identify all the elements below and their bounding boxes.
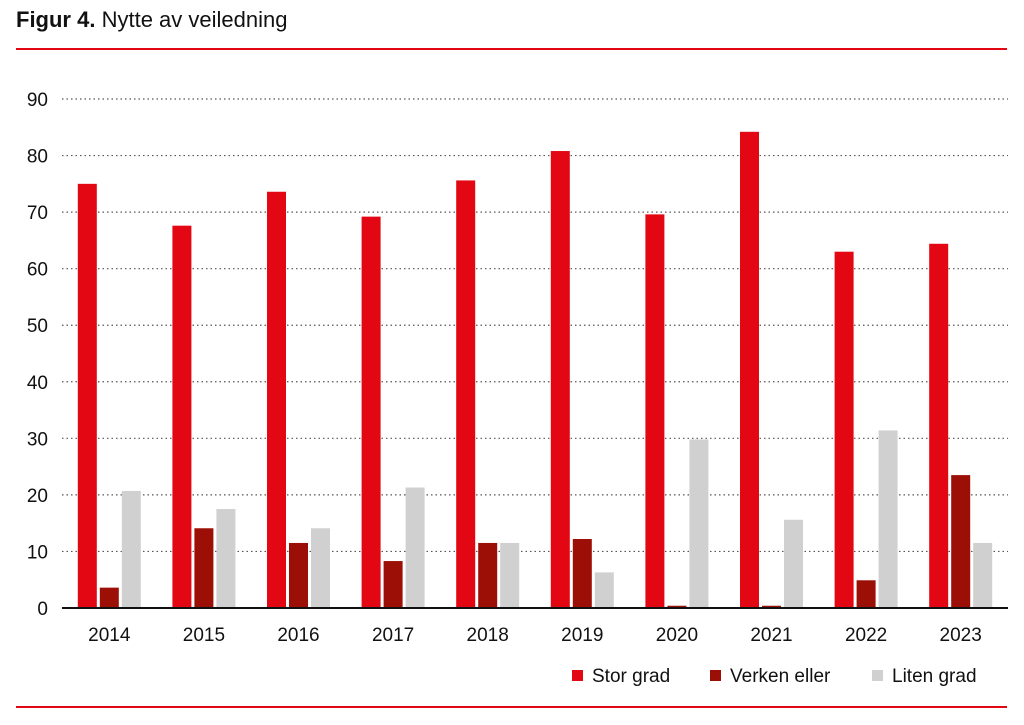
bar-stor-grad [456, 180, 476, 608]
y-tick-label: 0 [37, 599, 48, 620]
bar-verken-eller [99, 587, 119, 608]
x-tick-label: 2014 [88, 625, 131, 646]
bar-verken-eller [667, 605, 687, 608]
bar-stor-grad [267, 191, 286, 609]
bar-verken-eller [762, 605, 781, 608]
y-tick-label: 90 [27, 90, 48, 111]
y-tick-label: 60 [27, 260, 48, 281]
bar-liten-grad [973, 542, 993, 608]
x-tick-label: 2023 [940, 625, 982, 646]
legend-swatch [572, 670, 583, 681]
bar-liten-grad [311, 528, 330, 608]
bar-verken-eller [951, 475, 971, 608]
bar-verken-eller [572, 539, 592, 608]
x-tick-label: 2015 [183, 625, 225, 646]
x-tick-label: 2022 [845, 625, 887, 646]
y-tick-label: 70 [27, 203, 48, 224]
bar-liten-grad [594, 572, 614, 608]
bar-liten-grad [121, 490, 141, 608]
x-tick-label: 2017 [372, 625, 414, 646]
bar-liten-grad [878, 430, 898, 608]
bar-stor-grad [361, 216, 381, 608]
y-tick-label: 50 [27, 316, 48, 337]
bar-verken-eller [856, 580, 876, 608]
figure-title: Nytte av veiledning [101, 7, 288, 32]
y-tick-label: 20 [27, 486, 48, 507]
bar-verken-eller [194, 528, 214, 608]
x-tick-label: 2016 [277, 625, 319, 646]
y-tick-label: 10 [27, 542, 48, 563]
legend-label: Liten grad [892, 666, 977, 687]
bar-stor-grad [77, 183, 97, 609]
y-tick-label: 40 [27, 373, 48, 394]
bar-liten-grad [216, 509, 236, 608]
bar-stor-grad [550, 151, 570, 608]
bar-liten-grad [500, 542, 520, 608]
bar-liten-grad [405, 487, 425, 608]
bar-stor-grad [929, 243, 949, 608]
legend-label: Stor grad [592, 666, 670, 687]
x-tick-label: 2018 [467, 625, 509, 646]
bar-stor-grad [645, 214, 665, 608]
bar-stor-grad [740, 131, 759, 608]
chart-title: Figur 4. Nytte av veiledning [16, 7, 287, 33]
y-tick-label: 80 [27, 147, 48, 168]
x-tick-label: 2020 [656, 625, 698, 646]
bar-verken-eller [478, 542, 498, 608]
x-tick-label: 2021 [750, 625, 792, 646]
bar-verken-eller [383, 561, 403, 608]
y-tick-label: 30 [27, 429, 48, 450]
bar-liten-grad [784, 519, 803, 608]
legend-label: Verken eller [730, 666, 831, 687]
figure-label: Figur 4. [16, 7, 96, 32]
bar-liten-grad [689, 439, 709, 608]
x-tick-label: 2019 [561, 625, 603, 646]
bar-stor-grad [172, 225, 192, 608]
legend-swatch [872, 670, 883, 681]
top-rule [16, 48, 1007, 50]
bottom-rule [16, 706, 1007, 708]
bar-stor-grad [834, 251, 854, 608]
legend-swatch [710, 670, 721, 681]
bar-verken-eller [289, 542, 308, 608]
